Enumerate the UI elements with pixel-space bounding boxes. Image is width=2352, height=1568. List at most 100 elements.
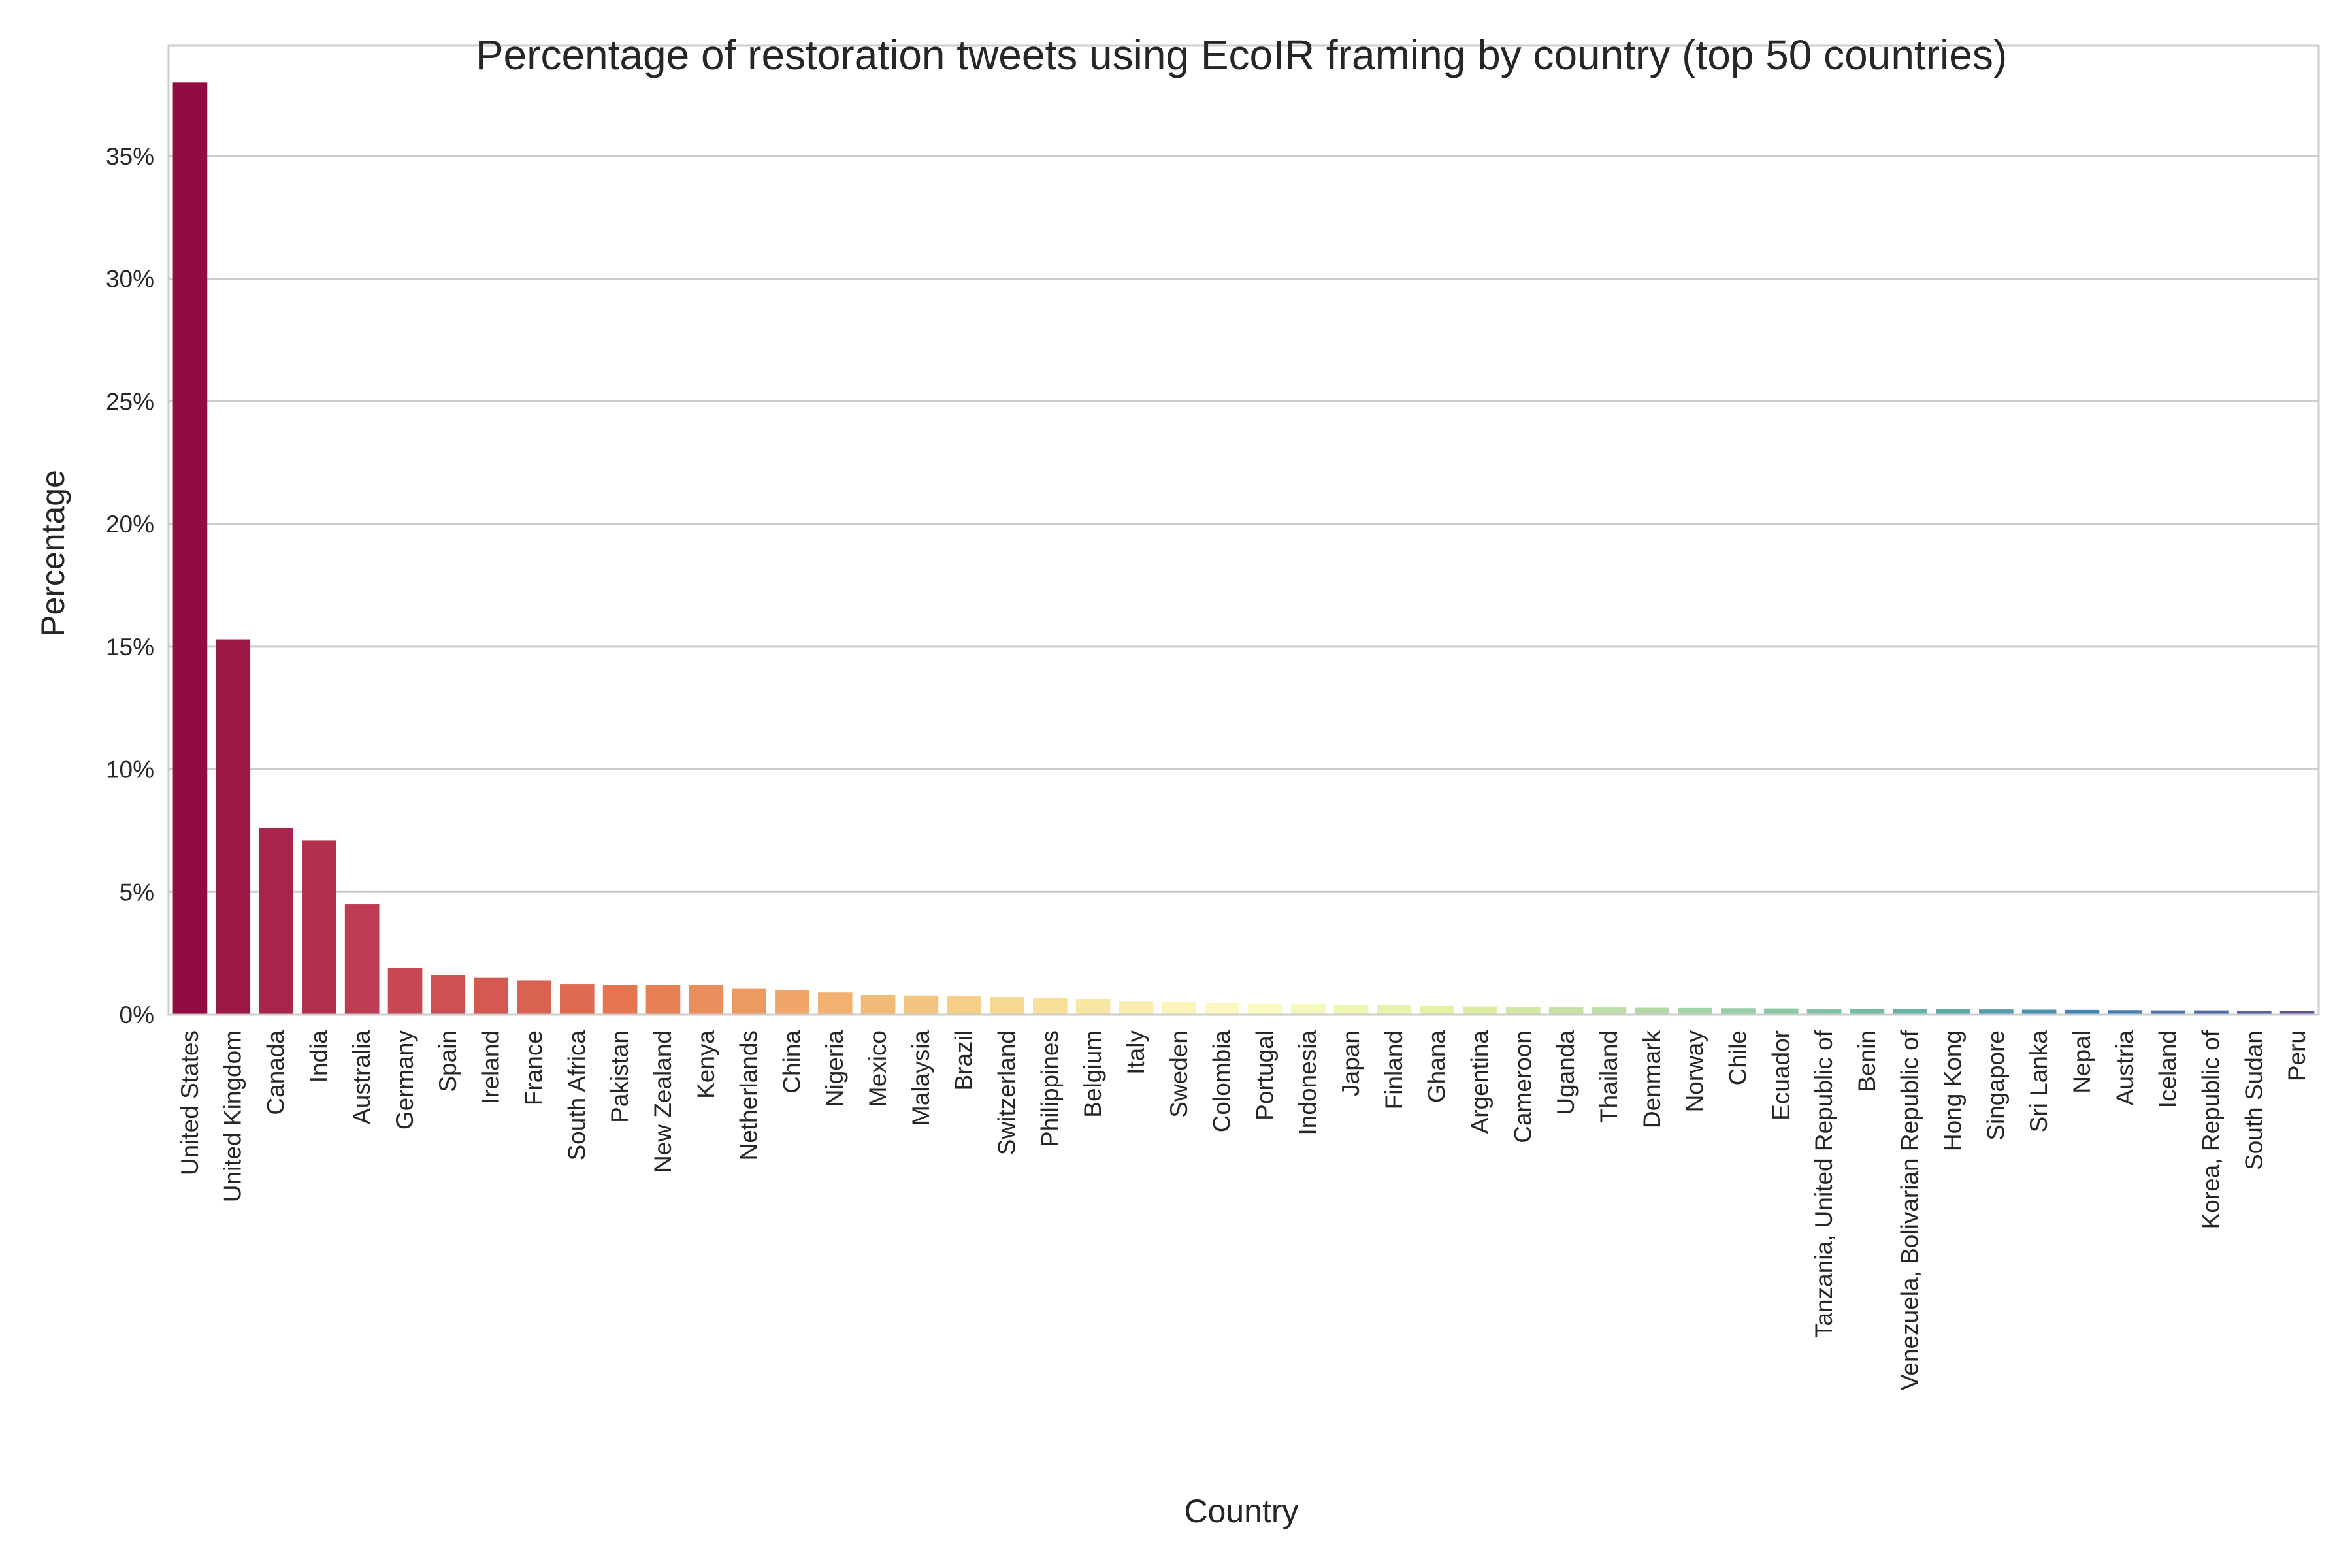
x-tick-label: Netherlands [736, 1030, 762, 1161]
bar [904, 995, 939, 1015]
x-tick-label: Hong Kong [1940, 1030, 1967, 1151]
x-tick-label: Germany [391, 1030, 418, 1130]
x-tick-label: Ecuador [1767, 1030, 1794, 1120]
bar [2194, 1010, 2229, 1015]
x-tick-label: Korea, Republic of [2197, 1030, 2224, 1229]
bar [1979, 1009, 2014, 1015]
bar [1032, 998, 1068, 1015]
bar [1205, 1002, 1239, 1015]
bar [1420, 1005, 1455, 1015]
y-tick-label: 35% [106, 143, 154, 170]
y-tick-label: 15% [106, 634, 154, 661]
x-tick-label: Iceland [2155, 1030, 2181, 1108]
bar [1678, 1007, 1712, 1015]
x-tick-label: Belgium [1079, 1030, 1106, 1118]
x-tick-label: Nepal [2068, 1030, 2095, 1094]
x-axis-label: Country [1184, 1493, 1298, 1529]
x-tick-label: United States [176, 1030, 203, 1175]
bar [817, 992, 853, 1015]
bar [732, 988, 766, 1015]
bar [2151, 1010, 2185, 1015]
bar [775, 990, 809, 1015]
bar [947, 996, 981, 1015]
x-tick-label: United Kingdom [220, 1030, 246, 1202]
bar [2108, 1010, 2143, 1015]
bar [1763, 1008, 1799, 1015]
x-tick-label: Malaysia [907, 1030, 934, 1126]
y-tick-labels: 0% 5% 10% 15% 20% 25% 30% 35% [106, 143, 154, 1028]
bar [1635, 1007, 1670, 1015]
bars [172, 82, 2315, 1015]
x-tick-label: Ghana [1424, 1030, 1450, 1103]
x-tick-label: Sweden [1166, 1030, 1192, 1118]
x-tick-label: Italy [1122, 1030, 1149, 1075]
x-tick-label: Australia [348, 1030, 375, 1124]
bar [517, 980, 551, 1015]
bar [474, 977, 508, 1015]
bar [1806, 1008, 1842, 1015]
bar [1936, 1009, 1970, 1015]
x-tick-label: Venezuela, Bolivarian Republic of [1897, 1030, 1923, 1390]
bar [1075, 998, 1111, 1015]
bar [1248, 1004, 1282, 1015]
x-tick-label: Uganda [1552, 1030, 1579, 1115]
x-tick-label: Philippines [1036, 1030, 1063, 1147]
chart-title: Percentage of restoration tweets using E… [476, 31, 2007, 78]
x-tick-label: Colombia [1209, 1030, 1235, 1133]
y-axis-label: Percentage [35, 470, 71, 637]
x-tick-label: Finland [1380, 1030, 1407, 1109]
x-tick-label: Sri Lanka [2025, 1030, 2052, 1133]
x-tick-label: Spain [434, 1030, 461, 1092]
y-tick-label: 25% [106, 388, 154, 415]
x-tick-label: Nigeria [821, 1030, 848, 1107]
plot-frame [167, 44, 2320, 1016]
x-tick-label: Thailand [1595, 1030, 1622, 1123]
bar [387, 968, 423, 1015]
x-tick-label: Canada [263, 1030, 289, 1115]
bar [1850, 1008, 1885, 1015]
x-tick-label: Ireland [478, 1030, 504, 1104]
x-tick-label: South Sudan [2240, 1030, 2267, 1170]
x-tick-labels: United States United Kingdom Canada India Au… [176, 1030, 2310, 1390]
x-tick-label: China [778, 1030, 805, 1094]
x-tick-label: Singapore [1982, 1030, 2009, 1141]
x-tick-label: New Zealand [649, 1030, 676, 1173]
bar [344, 904, 380, 1015]
x-tick-label: Brazil [951, 1030, 977, 1091]
bar [1893, 1009, 1928, 1015]
x-tick-label: Portugal [1251, 1030, 1278, 1120]
gridlines [169, 155, 2319, 893]
bar [1162, 1002, 1197, 1015]
y-tick-label: 10% [106, 757, 154, 783]
bar [1592, 1007, 1627, 1015]
bar [2279, 1011, 2315, 1015]
bar [602, 985, 638, 1015]
x-tick-label: Pakistan [606, 1030, 633, 1123]
bar [1333, 1004, 1369, 1015]
bar [990, 996, 1024, 1015]
x-tick-label: Mexico [864, 1030, 891, 1107]
bar [2065, 1009, 2100, 1015]
bar [559, 984, 595, 1015]
bar [860, 994, 896, 1015]
bar [1377, 1005, 1412, 1015]
bar [302, 840, 336, 1015]
x-tick-label: Chile [1724, 1030, 1751, 1085]
x-tick-label: India [305, 1030, 332, 1083]
bar [2236, 1010, 2272, 1015]
bar [1463, 1006, 1497, 1015]
x-tick-label: Tanzania, United Republic of [1810, 1030, 1837, 1338]
bar [431, 975, 466, 1015]
x-tick-label: Norway [1682, 1030, 1708, 1113]
x-tick-label: Cameroon [1509, 1030, 1536, 1143]
bar [2021, 1009, 2057, 1015]
bar [1290, 1004, 1326, 1015]
x-tick-label: Argentina [1467, 1030, 1494, 1134]
x-tick-label: Benin [1854, 1030, 1880, 1092]
bar [1506, 1006, 1541, 1015]
bar [1721, 1008, 1756, 1015]
x-tick-label: Japan [1337, 1030, 1364, 1096]
x-tick-label: Denmark [1639, 1030, 1665, 1129]
y-tick-label: 5% [120, 879, 154, 906]
